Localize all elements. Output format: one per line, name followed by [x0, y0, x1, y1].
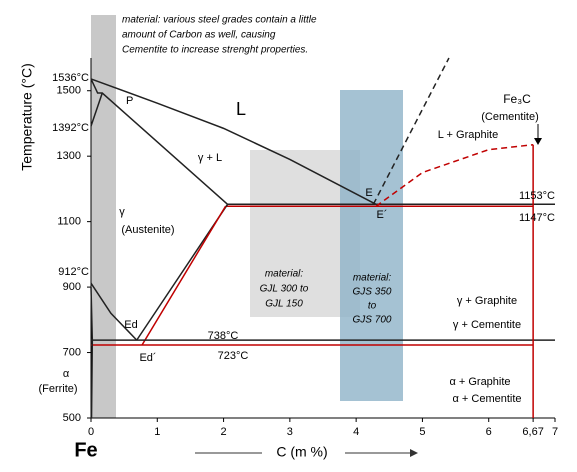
phase-line: [372, 57, 450, 205]
annotation: E: [365, 187, 372, 199]
y-tick-label: 1300: [57, 150, 81, 162]
x-axis-label: C (m %): [276, 444, 327, 460]
y-tick-label: 900: [63, 281, 81, 293]
annotation: 723°C: [218, 350, 249, 362]
annotation: Ed´: [139, 352, 156, 364]
annotation: 738°C: [208, 330, 239, 342]
note-line: Cementite to increase strenght propertie…: [122, 45, 308, 56]
x-tick-label: 2: [221, 426, 227, 438]
annotation: 1147°C: [519, 212, 555, 224]
element-label: Fe: [74, 439, 97, 461]
annotation: 1536°C: [52, 72, 89, 84]
phase-line: [90, 282, 138, 341]
y-tick-label: 1100: [57, 216, 81, 228]
annotation: 1392°C: [52, 122, 89, 134]
phase-line: [375, 143, 534, 207]
gjs-region: [340, 90, 403, 401]
x-tick-label: 7: [552, 426, 558, 438]
note-line: amount of Carbon as well, causing: [122, 30, 276, 41]
annotation: γ + Cementite: [453, 319, 521, 331]
annotation: L: [236, 99, 246, 119]
annotation: γ + Graphite: [457, 295, 517, 307]
x-tick-label: 5: [419, 426, 425, 438]
annotation: α + Graphite: [449, 376, 510, 388]
gjs-label: GJS 350: [353, 287, 392, 298]
annotation: 1153°C: [519, 190, 555, 202]
annotation: α: [63, 368, 70, 380]
annotation: (Austenite): [121, 224, 174, 236]
annotation: E´: [377, 209, 388, 221]
steel-band: [91, 15, 116, 418]
phase-line: [90, 287, 94, 419]
annotation: L + Graphite: [438, 129, 498, 141]
annotation: P: [126, 95, 133, 107]
note-line: material: various steel grades contain a…: [122, 15, 317, 26]
gjs-label: material:: [353, 273, 392, 284]
annotation: (Cementite): [481, 111, 538, 123]
x-tick-label: 1: [154, 426, 160, 438]
phase-line: [141, 205, 227, 346]
y-tick-label: 1500: [57, 85, 81, 97]
gjs-label: GJS 700: [353, 315, 392, 326]
annotation: 912°C: [58, 266, 89, 278]
arrow-head: [534, 138, 542, 145]
gjs-label: to: [368, 301, 377, 312]
gjl-label: GJL 300 to: [260, 284, 309, 295]
phase-line: [90, 78, 229, 205]
y-tick-label: 500: [63, 412, 81, 424]
x-tick-label: 6,67: [522, 426, 543, 438]
x-tick-label: 0: [88, 426, 94, 438]
arrow-head: [410, 449, 418, 457]
x-tick-label: 6: [486, 426, 492, 438]
gjl-label: GJL 150: [265, 299, 303, 310]
annotation: γ + L: [198, 152, 222, 164]
x-tick-label: 4: [353, 426, 359, 438]
x-tick-label: 3: [287, 426, 293, 438]
phase-line: [90, 78, 377, 205]
y-axis-label: Temperature (°C): [19, 63, 35, 171]
annotation: Ed: [124, 319, 137, 331]
phase-line: [90, 92, 103, 127]
annotation: Fe₃C: [503, 92, 531, 106]
annotation: (Ferrite): [38, 383, 77, 395]
annotation: γ: [119, 206, 125, 218]
y-tick-label: 700: [63, 346, 81, 358]
gjl-label: material:: [265, 269, 304, 280]
annotation: α + Cementite: [452, 393, 521, 405]
